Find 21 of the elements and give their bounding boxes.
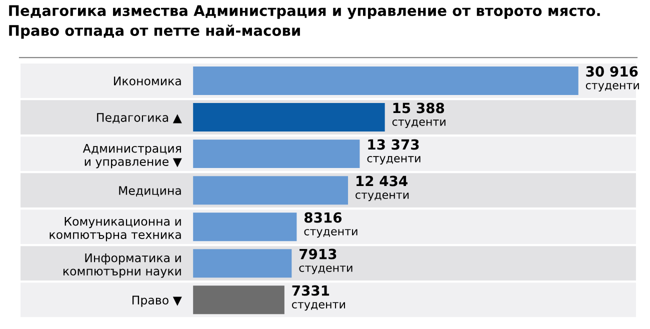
data-label: 13 373 студенти xyxy=(367,139,420,165)
bar xyxy=(193,140,360,168)
bar xyxy=(193,103,385,132)
data-label: 7331 студенти xyxy=(292,285,345,311)
data-label: 8316 студенти xyxy=(304,212,358,238)
y-tick-label: Медицина xyxy=(119,186,181,196)
data-label: 12 434 студенти xyxy=(356,176,409,202)
bar xyxy=(193,286,284,314)
y-tick-label: Комуникационна и компютърна техника xyxy=(50,217,181,242)
y-tick-label: Педагогика ▲ xyxy=(97,113,182,124)
y-tick-label: Икономика xyxy=(114,76,181,86)
y-tick-label: Информатика и компютърни науки xyxy=(63,254,181,278)
data-label: 7913 студенти xyxy=(299,248,352,274)
y-tick-label: Право ▼ xyxy=(132,296,182,307)
bar xyxy=(193,212,297,242)
y-tick-label: Администрация и управление ▼ xyxy=(82,144,182,168)
chart-title: Педагогика измества Администрация и управление от второто място. Право отпада от петте най-масови xyxy=(9,5,600,39)
bar xyxy=(193,176,348,205)
bar xyxy=(193,249,292,278)
data-label: 30 916 студенти xyxy=(586,66,639,92)
data-label: 15 388 студенти xyxy=(392,102,446,128)
